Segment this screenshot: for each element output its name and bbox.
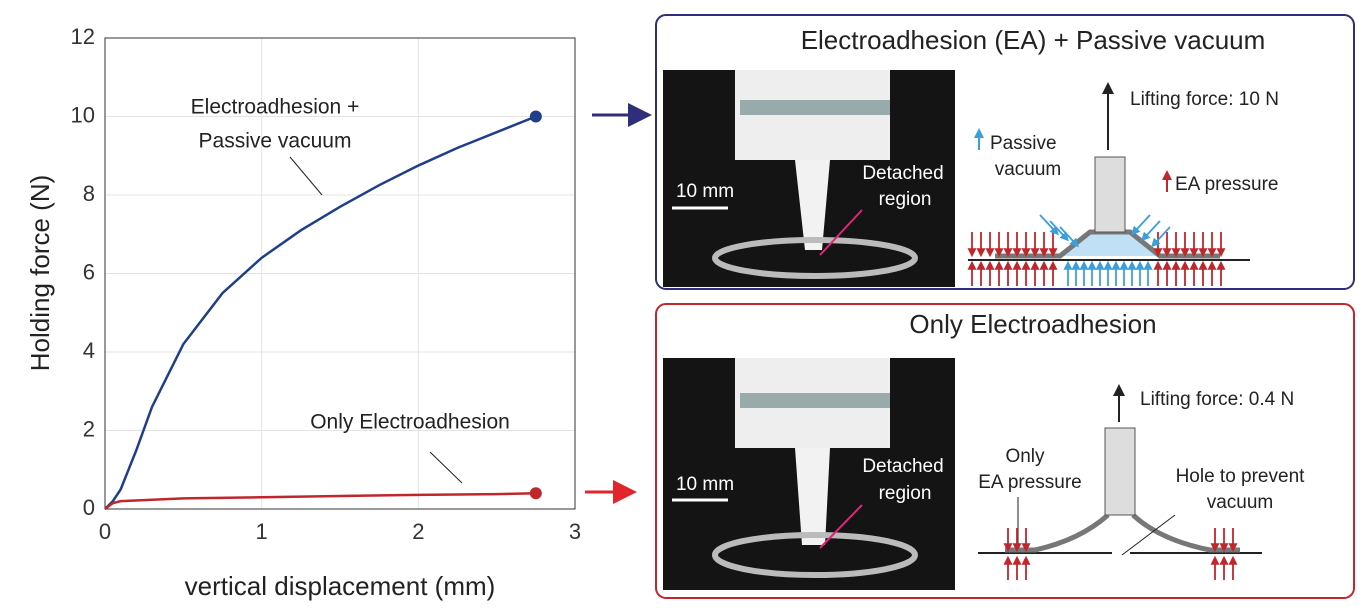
vacuum-label: Passive (990, 133, 1057, 154)
y-tick-label: 8 (83, 181, 95, 206)
x-tick-label: 1 (256, 519, 268, 544)
y-tick-label: 12 (71, 24, 95, 49)
axes-frame (104, 37, 576, 510)
annotation: Passive vacuum (199, 130, 352, 153)
series-line (104, 115, 537, 510)
annotation: Electroadhesion + (191, 96, 360, 119)
x-tick-label: 0 (99, 519, 111, 544)
vacuum-arrow (1049, 220, 1069, 242)
lifting-label: Lifting force: 10 N (1130, 89, 1279, 110)
vacuum-arrow (1141, 220, 1161, 242)
x-tick-label: 2 (412, 519, 424, 544)
leader (819, 504, 863, 549)
stem (1104, 427, 1136, 516)
scale-label: 10 mm (676, 474, 734, 495)
panel (655, 303, 1355, 599)
photo-part (795, 448, 830, 545)
photo-part (795, 160, 830, 250)
photo-label: Detached (862, 163, 943, 184)
photo-label: region (879, 189, 932, 210)
panel (655, 14, 1355, 290)
hole-label: vacuum (1207, 492, 1274, 513)
leader (429, 451, 463, 484)
pressure-label: EA pressure (978, 472, 1082, 493)
photo-part (740, 100, 890, 115)
y-tick-label: 6 (83, 259, 95, 284)
hole-label: Hole to prevent (1176, 466, 1306, 487)
x-axis-label: vertical displacement (mm) (185, 571, 496, 601)
x-tick-label: 3 (569, 519, 581, 544)
photo-part (712, 532, 918, 578)
pressure-arrows (1003, 528, 1238, 580)
leader (289, 156, 323, 196)
leader (819, 209, 863, 256)
vacuum-arrow (1151, 226, 1171, 248)
end-point (529, 110, 542, 123)
photo-label: Detached (862, 456, 943, 477)
end-point (529, 487, 542, 500)
leader (1121, 514, 1176, 556)
y-tick-label: 10 (71, 102, 95, 127)
vacuum-label: vacuum (995, 159, 1062, 180)
panel-title: Only Electroadhesion (909, 309, 1156, 339)
scale-label: 10 mm (676, 181, 734, 202)
series-line (104, 492, 536, 510)
vacuum-arrow (1131, 214, 1151, 236)
y-tick-label: 2 (83, 416, 95, 441)
vacuum-arrow (1059, 226, 1079, 248)
membrane (1005, 513, 1240, 553)
annotation: Only Electroadhesion (310, 411, 510, 434)
vacuum-arrow (1039, 214, 1059, 236)
y-tick-label: 0 (83, 495, 95, 520)
photo-part (712, 237, 918, 279)
pressure-arrows (967, 214, 1226, 286)
stem (1094, 156, 1126, 233)
pressure-label: Only (1005, 446, 1045, 467)
lifting-label: Lifting force: 0.4 N (1140, 389, 1294, 410)
y-axis-label: Holding force (N) (25, 175, 55, 372)
pressure-label: EA pressure (1175, 174, 1279, 195)
panel-title: Electroadhesion (EA) + Passive vacuum (801, 25, 1266, 55)
photo-part (740, 393, 890, 408)
photo-label: region (879, 483, 932, 504)
y-tick-label: 4 (83, 338, 95, 363)
